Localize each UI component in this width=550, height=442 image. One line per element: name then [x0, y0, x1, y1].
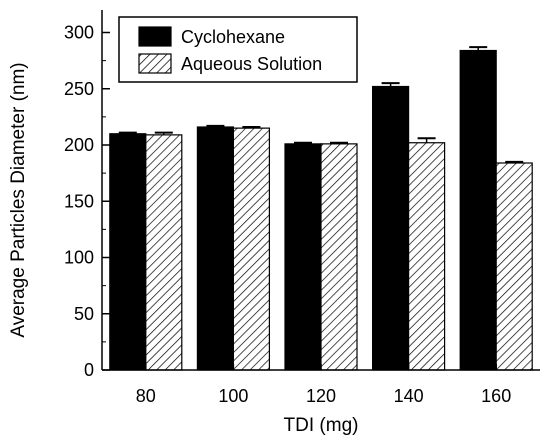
legend: Cyclohexane Aqueous Solution: [118, 16, 358, 83]
legend-swatch-aqueous: [138, 53, 172, 74]
x-tick-label: 140: [394, 386, 424, 406]
bar-aqueous-160: [495, 162, 533, 371]
bar-cyclohexane-140: [372, 85, 410, 371]
legend-label-aqueous: Aqueous Solution: [181, 54, 322, 74]
y-tick-label: 200: [64, 135, 94, 155]
legend-label-cyclohexane: Cyclohexane: [181, 27, 285, 47]
bar-cyclohexane-100: [196, 126, 234, 371]
bar-cyclohexane-160: [459, 49, 497, 371]
bars: [109, 46, 533, 371]
bar-aqueous-140: [408, 142, 446, 371]
bar-cyclohexane-80: [109, 133, 147, 371]
legend-swatch-cyclohexane: [138, 26, 172, 47]
x-axis-title: TDI (mg): [284, 415, 359, 436]
ticks: 0 50 100 150 200 250 300 80 100 120 140 160: [64, 23, 511, 407]
y-tick-label: 250: [64, 79, 94, 99]
x-tick-label: 160: [481, 386, 511, 406]
bar-aqueous-100: [232, 127, 270, 371]
x-tick-label: 80: [136, 386, 156, 406]
y-tick-label: 150: [64, 191, 94, 211]
bar-aqueous-120: [320, 143, 358, 371]
y-axis-title: Average Particles Diameter (nm): [8, 62, 29, 337]
bar-cyclohexane-120: [284, 143, 322, 371]
y-tick-label: 50: [74, 304, 94, 324]
y-tick-label: 0: [84, 360, 94, 380]
bar-aqueous-80: [145, 134, 183, 371]
x-tick-label: 120: [306, 386, 336, 406]
y-tick-label: 300: [64, 23, 94, 43]
x-tick-label: 100: [218, 386, 248, 406]
y-tick-label: 100: [64, 248, 94, 268]
